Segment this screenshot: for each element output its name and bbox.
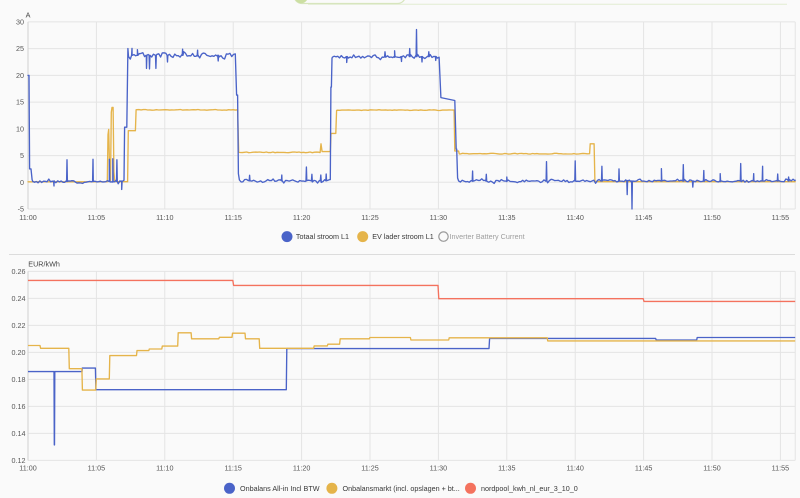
svg-text:0.24: 0.24 [12, 294, 26, 303]
svg-text:Onbalans All-in Incl BTW: Onbalans All-in Incl BTW [240, 484, 320, 493]
svg-text:11:00: 11:00 [19, 213, 36, 222]
svg-text:0.22: 0.22 [12, 321, 26, 330]
svg-text:11:10: 11:10 [156, 464, 173, 473]
svg-text:11:35: 11:35 [498, 213, 515, 222]
svg-text:0.20: 0.20 [12, 348, 26, 357]
svg-text:25: 25 [16, 44, 24, 53]
svg-text:0.26: 0.26 [12, 267, 26, 276]
svg-text:A: A [26, 11, 31, 20]
svg-text:11:55: 11:55 [772, 213, 789, 222]
svg-text:11:15: 11:15 [224, 464, 241, 473]
svg-text:-5: -5 [18, 205, 24, 214]
svg-text:11:20: 11:20 [293, 213, 310, 222]
svg-text:11:55: 11:55 [772, 464, 789, 473]
svg-text:11:45: 11:45 [635, 464, 652, 473]
svg-text:0.14: 0.14 [12, 429, 26, 438]
svg-text:10: 10 [16, 124, 24, 133]
svg-text:11:20: 11:20 [293, 464, 310, 473]
svg-text:11:40: 11:40 [566, 464, 583, 473]
svg-text:11:15: 11:15 [224, 213, 241, 222]
svg-text:11:10: 11:10 [156, 213, 173, 222]
svg-text:11:50: 11:50 [703, 464, 720, 473]
svg-text:nordpool_kwh_nl_eur_3_10_0: nordpool_kwh_nl_eur_3_10_0 [481, 484, 578, 493]
svg-text:11:30: 11:30 [430, 464, 447, 473]
svg-text:11:05: 11:05 [88, 213, 105, 222]
svg-text:0: 0 [20, 178, 24, 187]
svg-text:EV lader stroom L1: EV lader stroom L1 [372, 232, 434, 241]
svg-text:5: 5 [20, 151, 24, 160]
svg-text:11:35: 11:35 [498, 464, 515, 473]
svg-text:Inverter Battery Current: Inverter Battery Current [450, 232, 525, 241]
svg-text:11:30: 11:30 [430, 213, 447, 222]
svg-text:11:50: 11:50 [703, 213, 720, 222]
svg-text:15: 15 [16, 98, 24, 107]
svg-text:11:40: 11:40 [566, 213, 583, 222]
svg-text:0.12: 0.12 [12, 456, 26, 465]
svg-text:11:05: 11:05 [88, 464, 105, 473]
svg-text:Onbalansmarkt (incl. opslagen: Onbalansmarkt (incl. opslagen + bt... [343, 484, 460, 493]
svg-text:11:00: 11:00 [19, 464, 36, 473]
svg-text:20: 20 [16, 71, 24, 80]
svg-text:0.18: 0.18 [12, 375, 26, 384]
svg-text:EUR/kWh: EUR/kWh [28, 259, 60, 268]
svg-text:Totaal stroom L1: Totaal stroom L1 [296, 232, 349, 241]
svg-text:11:25: 11:25 [361, 213, 378, 222]
svg-text:11:45: 11:45 [635, 213, 652, 222]
svg-text:30: 30 [16, 18, 24, 27]
svg-text:11:25: 11:25 [361, 464, 378, 473]
svg-text:0.16: 0.16 [12, 402, 26, 411]
